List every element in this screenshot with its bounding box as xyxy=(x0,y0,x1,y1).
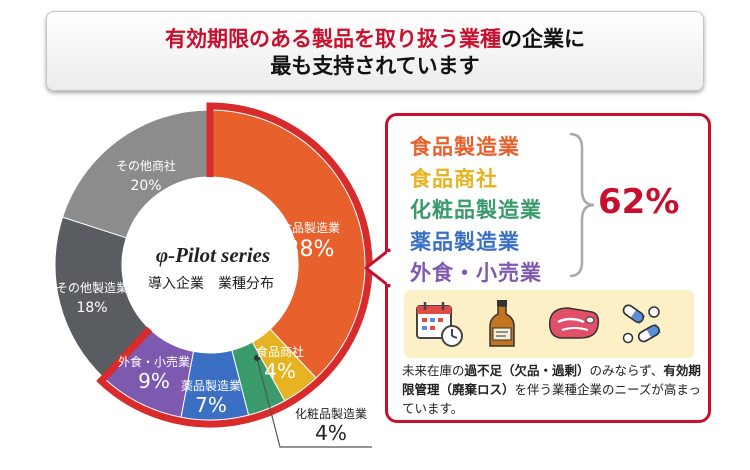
header-line2: 最も支持されています xyxy=(270,54,480,78)
slice-labels: 食品製造業38%食品商社4%化粧品製造業4%薬品製造業7%外食・小売業9%その他… xyxy=(56,158,367,445)
note-bold-1: 過不足（欠品・過剰） xyxy=(464,363,590,378)
meat-icon xyxy=(548,307,600,339)
slice-label-food-service-retail: 外食・小売業 xyxy=(118,354,190,369)
slice-value-food-manufacturing: 38% xyxy=(286,237,335,262)
calendar-clock-icon xyxy=(416,302,463,347)
slice-value-food-service-retail: 9% xyxy=(138,369,170,393)
callout-note: 未来在庫の過不足（欠品・過剰）のみならず、有効期限管理（廃棄ロス）を伴う業種企業… xyxy=(402,361,702,418)
slice-label-cosmetics-manufacturing: 化粧品製造業 xyxy=(295,407,367,421)
donut-hole xyxy=(122,177,298,353)
slice-value-other-manufacturing: 18% xyxy=(76,300,107,316)
slice-value-cosmetics-manufacturing: 4% xyxy=(315,421,347,445)
note-part-1: 未来在庫の xyxy=(402,363,465,378)
callout-category-food-service-retail: 外食・小売業 xyxy=(410,261,542,285)
callout-box: 食品製造業食品商社化粧品製造業 薬品製造業外食・小売業 62% xyxy=(385,113,711,423)
slice-label-pharma-manufacturing: 薬品製造業 xyxy=(181,379,241,393)
slice-value-pharma-manufacturing: 7% xyxy=(195,393,227,417)
center-subtitle: 導入企業 業種分布 xyxy=(148,275,274,292)
callout-category-food-manufacturing: 食品製造業 xyxy=(410,135,520,159)
header-banner: 有効期限のある製品を取り扱う業種の企業に 最も支持されています xyxy=(46,11,704,91)
slice-label-food-trading: 食品商社 xyxy=(256,344,304,359)
callout-category-food-trading: 食品商社 xyxy=(410,166,498,191)
header-highlight: 有効期限のある製品を取り扱う業種 xyxy=(165,27,501,51)
slice-label-other-trading: その他商社 xyxy=(116,158,176,173)
header-line1-rest: の企業に xyxy=(501,27,585,51)
slice-value-food-trading: 4% xyxy=(264,359,296,383)
callout-total: 62% xyxy=(598,182,680,222)
note-bold-2: 有効期限管理（廃棄ロス） xyxy=(402,363,701,397)
callout-category-pharma-manufacturing: 薬品製造業 xyxy=(410,229,520,254)
highlight-ring xyxy=(96,102,373,428)
leader-dot xyxy=(254,355,260,361)
callout-category-list: 食品製造業食品商社化粧品製造業 薬品製造業外食・小売業 xyxy=(410,132,542,290)
donut-slices xyxy=(54,109,366,421)
pills-icon xyxy=(622,304,661,344)
callout-category-cosmetics-manufacturing: 化粧品製造業 xyxy=(410,198,542,222)
slice-label-other-manufacturing: その他製造業 xyxy=(56,281,128,295)
icon-band xyxy=(404,290,694,358)
slice-value-other-trading: 20% xyxy=(130,178,161,194)
header-line1: 有効期限のある製品を取り扱う業種の企業に xyxy=(47,26,703,53)
bottle-icon xyxy=(489,300,515,347)
slice-label-food-manufacturing: 食品製造業 xyxy=(280,220,340,235)
brace-icon xyxy=(569,132,595,278)
note-part-3: を伴う業種企業のニーズが高まっています。 xyxy=(402,382,701,416)
note-part-2: のみならず、 xyxy=(589,363,664,378)
leader-line xyxy=(256,357,372,448)
center-logo: φ-Pilot series xyxy=(156,243,270,267)
